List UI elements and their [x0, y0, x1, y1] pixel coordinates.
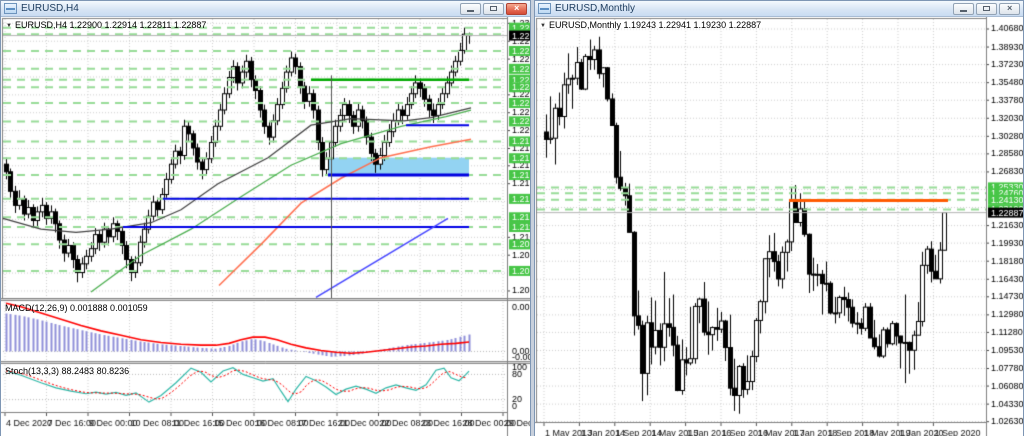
restore-icon	[490, 6, 497, 11]
symbol-info-expand-icon[interactable]: ▼	[540, 23, 546, 29]
symbol-info-expand-icon[interactable]: ▼	[6, 23, 12, 29]
close-button[interactable]: ×	[999, 2, 1020, 15]
chart-window-icon	[4, 3, 17, 14]
minimize-button[interactable]	[460, 2, 481, 15]
restore-icon	[983, 6, 990, 11]
minimize-icon	[960, 10, 967, 12]
stoch-indicator-label: Stoch(13,3,3) 88.2483 80.8236	[5, 366, 130, 376]
restore-button[interactable]	[976, 2, 997, 15]
monthly-titlebar[interactable]: EURUSD,Monthly ×	[535, 1, 1023, 17]
monthly-chart-window: EURUSD,Monthly × ▼ EURUSD,Monthly 1.19243…	[534, 0, 1024, 436]
close-icon: ×	[513, 3, 520, 13]
h4-titlebar[interactable]: EURUSD,H4 ×	[1, 1, 530, 17]
window-title: EURUSD,Monthly	[555, 3, 636, 14]
macd-indicator-label: MACD(12,26,9) 0.001888 0.001059	[5, 303, 148, 313]
h4-chart-window: EURUSD,H4 × ▼ EURUSD,H4 1.22900 1.22914 1…	[0, 0, 531, 436]
h4-chart-canvas[interactable]	[1, 17, 530, 436]
monthly-chart-canvas[interactable]	[535, 17, 1023, 436]
close-icon: ×	[1006, 3, 1013, 13]
h4-chart-client: ▼ EURUSD,H4 1.22900 1.22914 1.22811 1.228…	[1, 17, 530, 436]
restore-button[interactable]	[483, 2, 504, 15]
minimize-button[interactable]	[953, 2, 974, 15]
h4-ohlc-readout: EURUSD,H4 1.22900 1.22914 1.22811 1.2288…	[14, 20, 207, 30]
window-title: EURUSD,H4	[21, 3, 79, 14]
monthly-chart-client: ▼ EURUSD,Monthly 1.19243 1.22941 1.19230 …	[535, 17, 1023, 436]
chart-window-icon	[538, 3, 551, 14]
close-button[interactable]: ×	[506, 2, 527, 15]
minimize-icon	[467, 10, 474, 12]
monthly-ohlc-readout: EURUSD,Monthly 1.19243 1.22941 1.19230 1…	[548, 20, 762, 30]
